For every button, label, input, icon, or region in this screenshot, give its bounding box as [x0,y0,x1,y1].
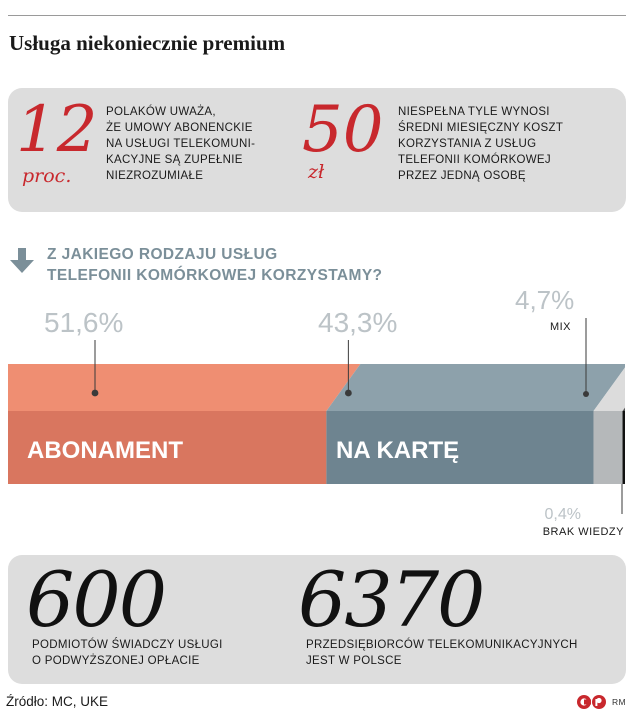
value-label-na-karte: 43,3% [318,307,397,338]
stat-600-number: 600 [26,555,167,644]
stat-50-line: ŚREDNI MIESIĘCZNY KOSZT [398,122,564,134]
bar-brak-wiedzy [622,411,625,484]
stat-12-line: POLAKÓW UWAŻA, [106,106,216,118]
stat-6370-number: 6370 [298,555,485,644]
value-label-abonament: 51,6% [44,307,123,338]
question-line: TELEFONII KOMÓRKOWEJ KORZYSTAMY? [47,267,383,284]
bar-top-abonament [8,364,361,411]
category-label-abonament: ABONAMENT [27,437,183,464]
stat-600-line: PODMIOTÓW ŚWIADCZY USŁUGI [32,639,223,651]
stat-50-line: KORZYSTANIA Z USŁUG [398,138,537,150]
stat-6370-line: JEST W POLSCE [306,655,402,667]
leader-dot-abonament [91,389,99,397]
stat-12-line: NA USŁUGI TELEKOMUNI- [106,138,256,150]
stat-12-line: NIEZROZUMIAŁE [106,170,204,182]
author-credit: RM [612,697,626,707]
leader-dot-mix [583,391,589,397]
category-label-mix: MIX [550,321,571,333]
stat-6370-line: PRZEDSIĘBIORCÓW TELEKOMUNIKACYJNYCH [306,639,578,651]
stat-50-line: PRZEZ JEDNĄ OSOBĘ [398,170,526,182]
source-note: Źródło: MC, UKE [6,694,109,709]
bar-top-mask [625,362,632,411]
stat-50-line: TELEFONII KOMÓRKOWEJ [398,154,551,166]
bar-abonament [8,411,327,484]
top-rule [8,15,626,16]
stat-6370-text: PRZEDSIĘBIORCÓW TELEKOMUNIKACYJNYCH JEST… [306,637,578,669]
category-label-brak-wiedzy: BRAK WIEDZY [543,526,624,538]
stat-50-line: NIESPEŁNA TYLE WYNOSI [398,106,550,118]
value-label-brak-wiedzy: 0,4% [545,506,581,523]
stat-12-number: 12 [16,93,98,167]
bar-na-karte [326,411,594,484]
cp-logo-icon [577,695,606,709]
top-stats-panel [8,88,626,212]
stat-600-text: PODMIOTÓW ŚWIADCZY USŁUGI O PODWYŻSZONEJ… [32,637,223,669]
chart-question: Z JAKIEGO RODZAJU USŁUG TELEFONII KOMÓRK… [47,244,382,286]
bottom-stats-panel [8,555,626,684]
bar-top-mix [593,364,632,411]
stat-12-line: KACYJNE SĄ ZUPEŁNIE [106,154,243,166]
bar-top-na-karte [326,364,628,411]
leader-dot-na-karte [344,389,352,397]
question-line: Z JAKIEGO RODZAJU USŁUG [47,246,278,263]
stat-50-number: 50 [302,93,384,167]
stat-600-line: O PODWYŻSZONEJ OPŁACIE [32,655,200,667]
value-label-mix: 4,7% [515,285,574,315]
stat-50-text: NIESPEŁNA TYLE WYNOSI ŚREDNI MIESIĘCZNY … [398,104,563,184]
stat-12-unit: proc. [22,165,72,187]
stat-12-line: ŻE UMOWY ABONENCKIE [106,122,253,134]
bar-mix [593,411,623,484]
category-label-na-karte: NA KARTĘ [336,437,459,464]
stat-12-text: POLAKÓW UWAŻA, ŻE UMOWY ABONENCKIE NA US… [106,104,255,184]
page-title: Usługa niekoniecznie premium [9,31,286,55]
stat-50-unit: zł [308,161,325,183]
arrow-down-icon [10,248,34,273]
